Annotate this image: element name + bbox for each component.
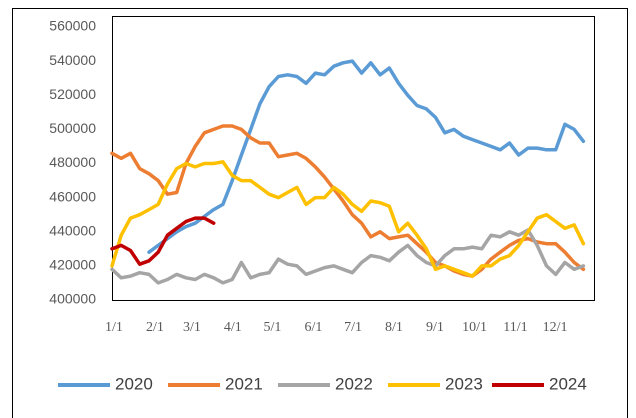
y-tick-label: 540000 [49,52,96,68]
series-line [110,216,216,266]
y-tick-label: 520000 [49,86,96,102]
series-line [110,124,586,278]
series-line [147,59,586,254]
x-tick-label: 10/1 [462,320,487,335]
x-tick-label: 8/1 [385,320,403,335]
y-tick-label: 420000 [49,257,96,273]
x-tick-label: 7/1 [344,320,362,335]
x-tick-label: 9/1 [426,320,444,335]
y-tick-label: 560000 [49,18,96,34]
legend-label: 2021 [225,374,263,393]
legend-label: 2024 [549,374,587,393]
plot-area [112,16,595,301]
y-tick-label: 400000 [49,291,96,307]
series-line [110,160,586,278]
x-tick-label: 4/1 [224,320,242,335]
y-tick-label: 460000 [49,188,96,204]
x-tick-label: 5/1 [264,320,282,335]
legend-label: 2023 [445,374,483,393]
x-tick-label: 1/1 [105,320,123,335]
x-tick-label: 3/1 [183,320,201,335]
x-tick-label: 2/1 [146,320,164,335]
y-tick-label: 500000 [49,120,96,136]
legend-label: 2022 [335,374,373,393]
x-tick-label: 12/1 [543,320,568,335]
frame [12,8,628,418]
y-tick-label: 480000 [49,154,96,170]
series-line [110,228,586,285]
y-tick-label: 440000 [49,222,96,238]
legend-label: 2020 [115,374,153,393]
x-tick-label: 6/1 [304,320,322,335]
x-tick-label: 11/1 [503,320,527,335]
